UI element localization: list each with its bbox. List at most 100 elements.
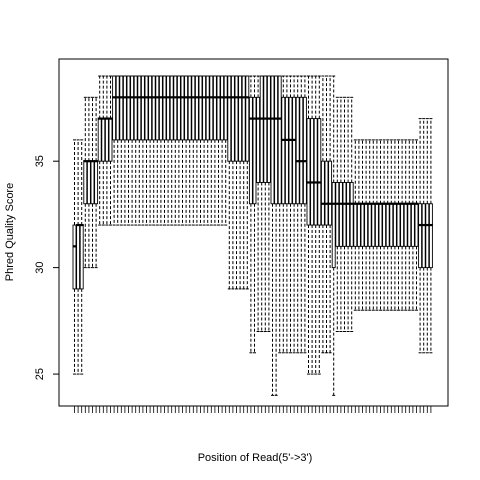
box-position-39 bbox=[209, 75, 214, 226]
box-iqr bbox=[90, 160, 95, 205]
box-position-80 bbox=[356, 139, 361, 311]
box-position-9 bbox=[101, 75, 106, 226]
box-iqr bbox=[140, 75, 145, 141]
box-position-12 bbox=[112, 75, 117, 226]
box-position-27 bbox=[166, 75, 171, 226]
box-position-60 bbox=[284, 75, 289, 354]
box-iqr bbox=[356, 203, 361, 247]
box-position-36 bbox=[198, 75, 203, 226]
box-position-18 bbox=[133, 75, 138, 226]
box-position-56 bbox=[270, 75, 275, 396]
box-position-64 bbox=[299, 75, 304, 354]
box-position-5 bbox=[86, 96, 91, 269]
box-iqr bbox=[310, 118, 315, 226]
box-position-68 bbox=[313, 75, 318, 375]
box-iqr bbox=[353, 203, 358, 247]
box-position-72 bbox=[328, 75, 333, 354]
box-iqr bbox=[216, 75, 221, 141]
box-iqr bbox=[184, 75, 189, 141]
x-axis bbox=[74, 405, 432, 413]
box-iqr bbox=[425, 203, 430, 269]
box-position-90 bbox=[392, 139, 397, 311]
box-position-98 bbox=[421, 118, 426, 354]
box-position-89 bbox=[389, 139, 394, 311]
box-iqr bbox=[346, 182, 351, 247]
box-position-29 bbox=[173, 75, 178, 226]
box-position-94 bbox=[407, 139, 412, 311]
box-position-1 bbox=[72, 139, 77, 375]
box-iqr bbox=[173, 75, 178, 141]
box-position-3 bbox=[79, 139, 84, 375]
box-position-73 bbox=[331, 75, 336, 396]
box-position-42 bbox=[220, 75, 225, 226]
box-position-78 bbox=[349, 96, 354, 332]
box-position-100 bbox=[428, 118, 433, 354]
box-iqr bbox=[256, 96, 261, 183]
box-position-84 bbox=[371, 139, 376, 311]
box-position-67 bbox=[310, 75, 315, 375]
box-position-48 bbox=[241, 75, 246, 290]
box-iqr bbox=[162, 75, 167, 141]
y-tick-label-25: 25 bbox=[34, 368, 46, 380]
box-iqr bbox=[259, 75, 264, 183]
x-axis-label: Position of Read(5'->3') bbox=[198, 452, 313, 464]
box-iqr bbox=[76, 224, 81, 290]
box-iqr bbox=[202, 75, 207, 141]
box-position-92 bbox=[400, 139, 405, 311]
box-position-44 bbox=[227, 75, 232, 290]
box-iqr bbox=[79, 224, 84, 290]
box-position-69 bbox=[317, 75, 322, 375]
box-iqr bbox=[270, 75, 275, 205]
box-position-93 bbox=[403, 139, 408, 311]
box-iqr bbox=[212, 75, 217, 141]
box-iqr bbox=[119, 75, 124, 141]
box-iqr bbox=[180, 75, 185, 141]
box-iqr bbox=[227, 75, 232, 162]
box-position-46 bbox=[234, 75, 239, 290]
box-position-57 bbox=[274, 75, 279, 396]
box-position-26 bbox=[162, 75, 167, 226]
box-iqr bbox=[198, 75, 203, 141]
box-iqr bbox=[137, 75, 142, 141]
box-position-31 bbox=[180, 75, 185, 226]
box-iqr bbox=[83, 160, 88, 205]
box-iqr bbox=[245, 75, 250, 162]
box-position-77 bbox=[346, 96, 351, 332]
box-iqr bbox=[148, 75, 153, 141]
box-iqr bbox=[295, 96, 300, 205]
box-position-95 bbox=[410, 139, 415, 311]
box-iqr bbox=[360, 203, 365, 247]
box-iqr bbox=[331, 182, 336, 269]
box-position-87 bbox=[382, 139, 387, 311]
box-iqr bbox=[292, 96, 297, 205]
box-iqr bbox=[158, 75, 163, 141]
box-position-53 bbox=[259, 75, 264, 332]
box-iqr bbox=[97, 118, 102, 162]
box-iqr bbox=[194, 75, 199, 141]
box-position-91 bbox=[396, 139, 401, 311]
box-position-15 bbox=[122, 75, 127, 226]
box-iqr bbox=[241, 75, 246, 162]
box-position-8 bbox=[97, 75, 102, 226]
box-position-37 bbox=[202, 75, 207, 226]
box-position-13 bbox=[115, 75, 120, 226]
y-axis: 25 30 35 bbox=[34, 155, 60, 380]
box-position-43 bbox=[223, 75, 228, 226]
box-position-41 bbox=[216, 75, 221, 226]
box-position-55 bbox=[266, 75, 271, 332]
box-position-79 bbox=[353, 139, 358, 311]
box-position-17 bbox=[130, 75, 135, 226]
box-position-23 bbox=[151, 75, 156, 226]
box-iqr bbox=[248, 96, 253, 205]
box-position-52 bbox=[256, 75, 261, 332]
box-iqr bbox=[418, 203, 423, 269]
box-iqr bbox=[392, 203, 397, 247]
box-position-70 bbox=[320, 75, 325, 354]
box-iqr bbox=[328, 160, 333, 226]
box-iqr bbox=[130, 75, 135, 141]
box-position-71 bbox=[324, 75, 329, 354]
box-iqr bbox=[104, 118, 109, 162]
box-iqr bbox=[72, 224, 77, 290]
box-iqr bbox=[306, 118, 311, 226]
